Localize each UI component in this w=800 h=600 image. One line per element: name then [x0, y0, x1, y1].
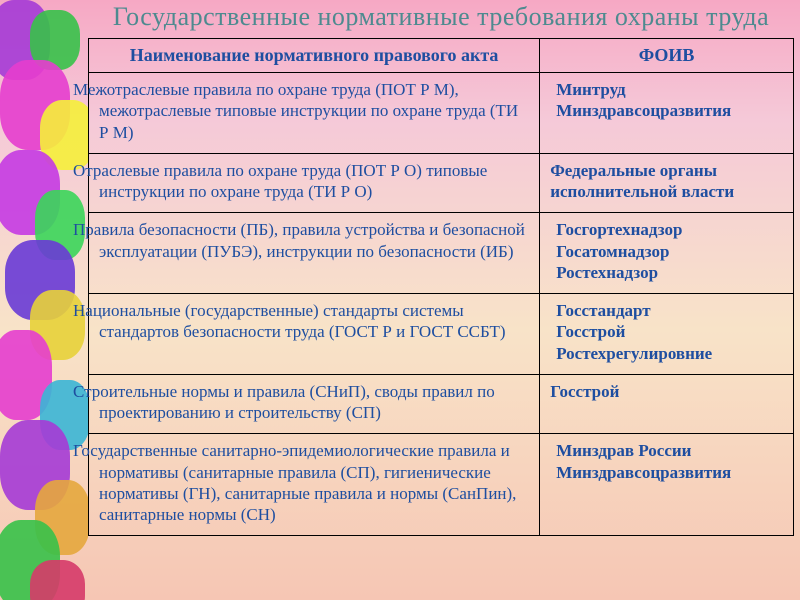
cell-act-name: Правила безопасности (ПБ), правила устро…	[89, 213, 540, 294]
cell-foiv: Федеральные органы исполнительной власти	[540, 153, 794, 213]
table-row: Национальные (государственные) стандарты…	[89, 294, 794, 375]
foiv-entry: Госгортехнадзор	[550, 219, 783, 240]
cell-foiv: ГосгортехнадзорГосатомнадзорРостехнадзор	[540, 213, 794, 294]
page-title: Государственные нормативные требования о…	[88, 0, 794, 38]
table-row: Государственные санитарно-эпидемиологиче…	[89, 434, 794, 536]
foiv-entry: Минздравсоцразвития	[550, 100, 783, 121]
foiv-entry: Минздравсоцразвития	[550, 462, 783, 483]
cell-foiv: Минздрав РоссииМинздравсоцразвития	[540, 434, 794, 536]
foiv-entry: Госстрой	[550, 321, 783, 342]
foiv-entry: Ростехрегулировние	[550, 343, 783, 364]
cell-act-name: Государственные санитарно-эпидемиологиче…	[89, 434, 540, 536]
art-blob	[30, 560, 85, 600]
cell-foiv: Госстрой	[540, 374, 794, 434]
foiv-entry: Ростехнадзор	[550, 262, 783, 283]
cell-act-name: Отраслевые правила по охране труда (ПОТ …	[89, 153, 540, 213]
foiv-entry: Минтруд	[550, 79, 783, 100]
col-header-name: Наименование нормативного правового акта	[89, 39, 540, 73]
foiv-entry: Госатомнадзор	[550, 241, 783, 262]
regulations-table: Наименование нормативного правового акта…	[88, 38, 794, 536]
table-row: Межотраслевые правила по охране труда (П…	[89, 73, 794, 154]
cell-act-name: Национальные (государственные) стандарты…	[89, 294, 540, 375]
foiv-entry: Федеральные органы исполнительной власти	[550, 160, 783, 203]
cell-act-name: Строительные нормы и правила (СНиП), сво…	[89, 374, 540, 434]
table-row: Правила безопасности (ПБ), правила устро…	[89, 213, 794, 294]
content-area: Государственные нормативные требования о…	[82, 0, 800, 600]
cell-act-name: Межотраслевые правила по охране труда (П…	[89, 73, 540, 154]
table-header-row: Наименование нормативного правового акта…	[89, 39, 794, 73]
foiv-entry: Минздрав России	[550, 440, 783, 461]
table-row: Отраслевые правила по охране труда (ПОТ …	[89, 153, 794, 213]
table-row: Строительные нормы и правила (СНиП), сво…	[89, 374, 794, 434]
cell-foiv: ГосстандартГосстройРостехрегулировние	[540, 294, 794, 375]
col-header-foiv: ФОИВ	[540, 39, 794, 73]
foiv-entry: Госстрой	[550, 381, 783, 402]
cell-foiv: МинтрудМинздравсоцразвития	[540, 73, 794, 154]
foiv-entry: Госстандарт	[550, 300, 783, 321]
